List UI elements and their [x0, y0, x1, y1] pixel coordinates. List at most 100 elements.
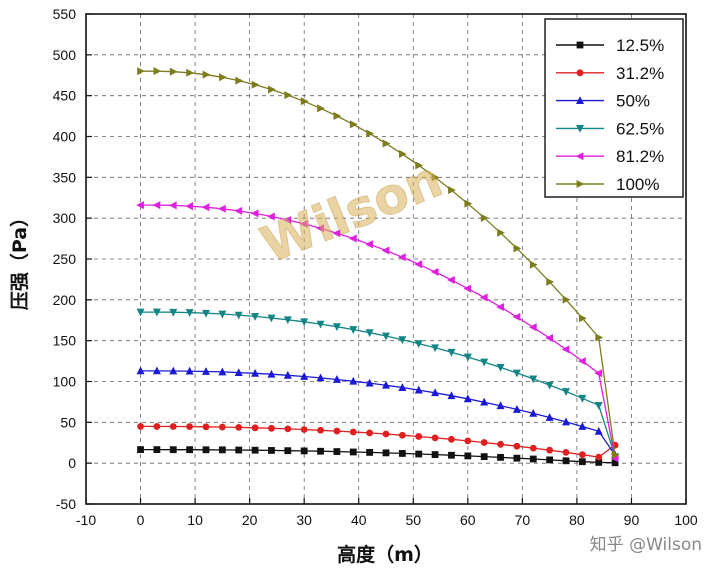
y-axis-title: 压强（Pa）	[8, 208, 31, 310]
data-point	[317, 104, 325, 113]
data-point	[283, 316, 292, 325]
data-point	[464, 199, 473, 208]
data-point	[382, 139, 391, 148]
data-point	[480, 453, 488, 461]
y-tick-label: 550	[53, 6, 77, 22]
y-tick-label: 0	[68, 455, 76, 471]
data-point	[284, 425, 292, 433]
data-point	[152, 201, 161, 210]
legend-label: 100%	[616, 175, 659, 194]
data-point	[234, 368, 243, 376]
x-tick-label: -10	[76, 512, 96, 528]
data-point	[578, 422, 587, 430]
data-point	[448, 435, 455, 443]
data-point	[480, 213, 489, 222]
data-point	[545, 334, 554, 343]
data-point	[234, 206, 243, 215]
legend-label: 62.5%	[616, 119, 664, 138]
data-point	[235, 423, 243, 431]
data-point	[447, 275, 455, 284]
data-point	[186, 423, 194, 430]
data-point	[169, 308, 178, 317]
data-point	[480, 397, 489, 406]
data-point	[333, 427, 341, 435]
x-tick-label: 80	[569, 512, 585, 528]
legend-marker	[576, 41, 584, 49]
data-point	[578, 451, 586, 459]
series-line	[140, 311, 616, 457]
data-point	[152, 366, 161, 375]
data-point	[218, 423, 226, 431]
legend-marker	[576, 69, 584, 77]
data-point	[366, 129, 375, 138]
data-point	[300, 372, 309, 380]
data-point	[415, 450, 423, 458]
data-point	[185, 309, 194, 317]
plot-frame	[85, 13, 687, 505]
y-tick-label: 150	[53, 333, 77, 349]
y-tick-label: 100	[53, 374, 77, 390]
x-tick-label: 20	[242, 512, 258, 528]
data-point	[513, 442, 521, 450]
legend-label: 50%	[616, 92, 650, 111]
data-point	[464, 437, 472, 445]
data-point	[529, 260, 538, 269]
data-series	[136, 67, 620, 467]
legend-item: 50%	[556, 92, 650, 111]
data-point	[251, 368, 260, 377]
data-point	[546, 446, 554, 454]
data-point	[202, 70, 211, 79]
data-point	[267, 369, 276, 378]
data-point	[562, 295, 571, 304]
data-point	[578, 394, 587, 403]
data-point	[512, 312, 521, 321]
data-point	[595, 453, 603, 461]
data-point	[251, 313, 260, 321]
data-point	[136, 308, 145, 317]
legend-item: 12.5%	[556, 36, 664, 55]
data-point	[300, 318, 309, 327]
data-point	[431, 451, 439, 458]
data-point	[169, 423, 177, 430]
data-point	[153, 446, 161, 454]
series-line	[140, 448, 616, 464]
y-tick-label: 400	[53, 129, 77, 145]
data-point	[382, 430, 390, 438]
data-point	[398, 431, 406, 439]
data-point	[283, 215, 292, 224]
x-tick-label: 90	[624, 512, 640, 528]
data-point	[562, 448, 570, 456]
watermark: Wilson	[253, 150, 450, 275]
data-point	[496, 401, 505, 410]
legend-marker	[576, 180, 585, 188]
data-point	[333, 112, 342, 121]
x-tick-label: 50	[405, 512, 421, 528]
y-tick-label: 200	[53, 292, 77, 308]
data-point	[349, 448, 357, 456]
data-point	[611, 451, 620, 459]
data-point	[513, 454, 521, 462]
data-point	[594, 426, 603, 435]
data-point	[528, 323, 537, 332]
data-point	[317, 426, 324, 434]
data-point	[545, 413, 554, 421]
x-tick-label: 100	[674, 512, 698, 528]
data-point	[562, 388, 570, 396]
legend-marker	[576, 96, 584, 104]
series-line	[140, 370, 616, 456]
legend-item: 81.2%	[556, 147, 664, 166]
data-point	[169, 366, 178, 375]
data-point	[578, 458, 586, 466]
x-tick-label: 0	[137, 512, 145, 528]
data-point	[594, 401, 603, 410]
data-point	[463, 394, 472, 403]
data-point	[611, 459, 619, 467]
data-point	[300, 447, 308, 455]
data-point	[397, 253, 406, 262]
data-point	[398, 383, 407, 391]
data-point	[202, 423, 210, 431]
y-tick-label: 50	[60, 414, 76, 430]
data-point	[561, 345, 570, 354]
data-point	[448, 186, 456, 195]
